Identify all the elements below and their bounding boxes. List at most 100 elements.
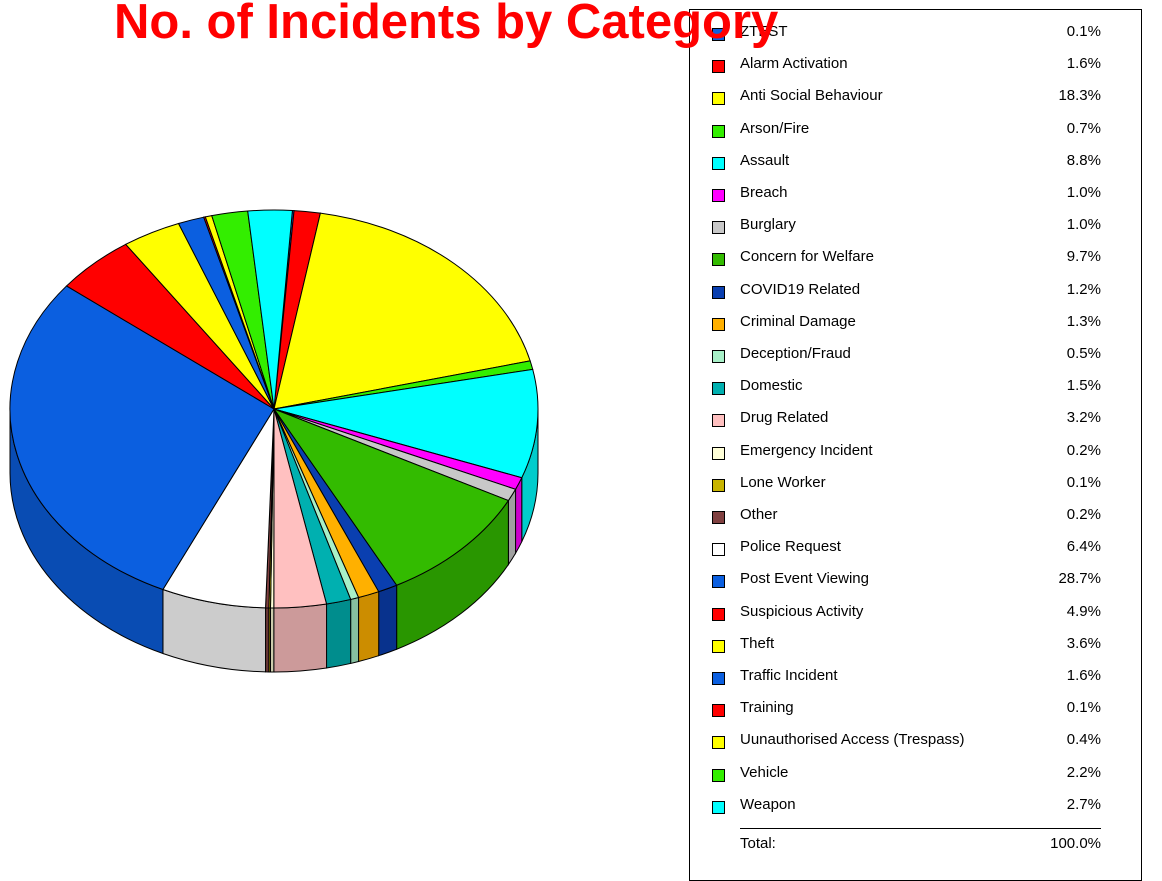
legend-swatch	[712, 221, 725, 235]
legend-label: Theft	[740, 634, 775, 652]
legend-label: Anti Social Behaviour	[740, 87, 883, 105]
legend-value: 0.5%	[1066, 345, 1101, 362]
legend-value: 28.7%	[1058, 570, 1101, 588]
legend-label: Training	[740, 699, 794, 717]
legend-value: 0.4%	[1066, 731, 1101, 749]
legend-item: Vehicle 2.2%	[690, 761, 1141, 793]
legend-item: Arson/Fire 0.7%	[690, 117, 1141, 149]
legend-item: Suspicious Activity 4.9%	[690, 600, 1141, 632]
legend-item: Concern for Welfare 9.7%	[690, 245, 1141, 277]
legend-label: Uunauthorised Access (Trespass)	[740, 731, 965, 749]
legend-item: Assault 8.8%	[690, 149, 1141, 181]
legend-swatch	[712, 736, 725, 750]
legend-item: Alarm Activation 1.6%	[690, 52, 1141, 84]
legend-item: Weapon 2.7%	[690, 793, 1141, 825]
legend-item: Other 0.2%	[690, 503, 1141, 535]
legend-value: 0.7%	[1066, 119, 1101, 137]
legend-item: Uunauthorised Access (Trespass) 0.4%	[690, 728, 1141, 760]
legend-label: Alarm Activation	[740, 55, 848, 73]
legend-label: Assault	[740, 151, 790, 169]
legend-value: 0.1%	[1066, 699, 1101, 717]
legend-value: 1.5%	[1066, 377, 1101, 395]
legend-swatch	[712, 317, 725, 331]
total-label: Total:	[740, 835, 776, 852]
legend-item: Deception/Fraud 0.5%	[690, 342, 1141, 374]
legend-item: Emergency Incident 0.2%	[690, 439, 1141, 471]
legend-item: Police Request 6.4%	[690, 535, 1141, 567]
pie-slice-side	[378, 584, 398, 657]
legend-swatch	[712, 60, 725, 74]
legend-value: 3.6%	[1066, 634, 1101, 652]
legend-swatch	[712, 285, 725, 299]
pie-side-walls	[9, 408, 539, 673]
legend-item: Lone Worker 0.1%	[690, 471, 1141, 503]
legend-swatch	[712, 800, 725, 814]
legend-value: 0.1%	[1066, 473, 1101, 491]
legend-value: 18.3%	[1058, 87, 1101, 105]
pie-slice-side	[273, 603, 328, 673]
legend-value: 1.0%	[1066, 184, 1101, 201]
legend-value: 0.1%	[1066, 23, 1101, 40]
legend-item: Theft 3.6%	[690, 632, 1141, 664]
pie-slice-side	[515, 477, 523, 556]
legend-value: 0.2%	[1066, 506, 1101, 523]
legend-swatch	[712, 189, 725, 202]
legend-swatch	[712, 156, 725, 170]
legend-swatch	[712, 478, 725, 492]
legend-item: Breach 1.0%	[690, 181, 1141, 213]
legend-swatch	[712, 124, 725, 138]
legend-label: Emergency Incident	[740, 441, 873, 459]
legend-value: 0.2%	[1066, 441, 1101, 459]
legend-item: COVID19 Related 1.2%	[690, 278, 1141, 310]
pie-slice-side	[358, 590, 380, 663]
legend-item: Criminal Damage 1.3%	[690, 310, 1141, 342]
legend-label: Weapon	[740, 795, 796, 813]
legend-label: Concern for Welfare	[740, 248, 874, 266]
legend-value: 8.8%	[1066, 151, 1101, 169]
legend-swatch	[712, 253, 725, 267]
total-value: 100.0%	[1050, 835, 1101, 852]
legend-label: Suspicious Activity	[740, 602, 864, 620]
legend-swatch	[712, 446, 725, 460]
legend-label: Police Request	[740, 538, 841, 556]
legend-item: Burglary 1.0%	[690, 213, 1141, 245]
legend-label: COVID19 Related	[740, 280, 861, 298]
pie-slice-side	[507, 487, 517, 567]
legend-label: Breach	[740, 184, 788, 201]
legend-label: Other	[740, 506, 778, 523]
legend-swatch	[712, 704, 725, 718]
pie-chart: ZTEST 0.1%Alarm Activation 1.6%Anti Soci…	[9, 209, 539, 673]
pie-slice: Anti Social Behaviour 18.3%	[273, 212, 531, 410]
chart-title: No. of Incidents by Category	[114, 0, 779, 49]
legend-label: Drug Related	[740, 409, 829, 427]
legend-item: Anti Social Behaviour 18.3%	[690, 84, 1141, 116]
legend-value: 1.6%	[1066, 667, 1101, 684]
legend-swatch	[712, 575, 725, 589]
legend-swatch	[712, 382, 725, 396]
legend-label: ZTEST	[740, 23, 788, 40]
legend-total-row: Total: 100.0%	[690, 832, 1141, 860]
legend-label: Traffic Incident	[740, 667, 838, 684]
legend-swatch	[712, 414, 725, 428]
legend-item: Training 0.1%	[690, 696, 1141, 728]
legend-label: Deception/Fraud	[740, 345, 851, 362]
legend-value: 6.4%	[1066, 538, 1101, 556]
legend-value: 9.7%	[1066, 248, 1101, 266]
pie-slice: Post Event Viewing 28.7%	[9, 285, 275, 591]
legend-item: Traffic Incident 1.6%	[690, 664, 1141, 696]
legend-value: 1.0%	[1066, 216, 1101, 234]
legend-value: 3.2%	[1066, 409, 1101, 427]
pie-slice: Weapon 2.7%	[247, 209, 293, 410]
legend-label: Post Event Viewing	[740, 570, 869, 588]
chart-legend: Total: 100.0% ZTEST 0.1% Alarm Activation 1…	[689, 9, 1142, 881]
legend-value: 1.6%	[1066, 55, 1101, 73]
legend-swatch	[712, 639, 725, 653]
legend-swatch	[712, 511, 725, 524]
legend-label: Vehicle	[740, 763, 789, 781]
total-divider	[740, 828, 1101, 829]
pie-slice: Concern for Welfare 9.7%	[272, 407, 510, 586]
legend-swatch	[712, 28, 725, 41]
legend-item: Post Event Viewing 28.7%	[690, 567, 1141, 599]
pie-top-faces: ZTEST 0.1%Alarm Activation 1.6%Anti Soci…	[9, 209, 539, 609]
legend-swatch	[712, 92, 725, 106]
